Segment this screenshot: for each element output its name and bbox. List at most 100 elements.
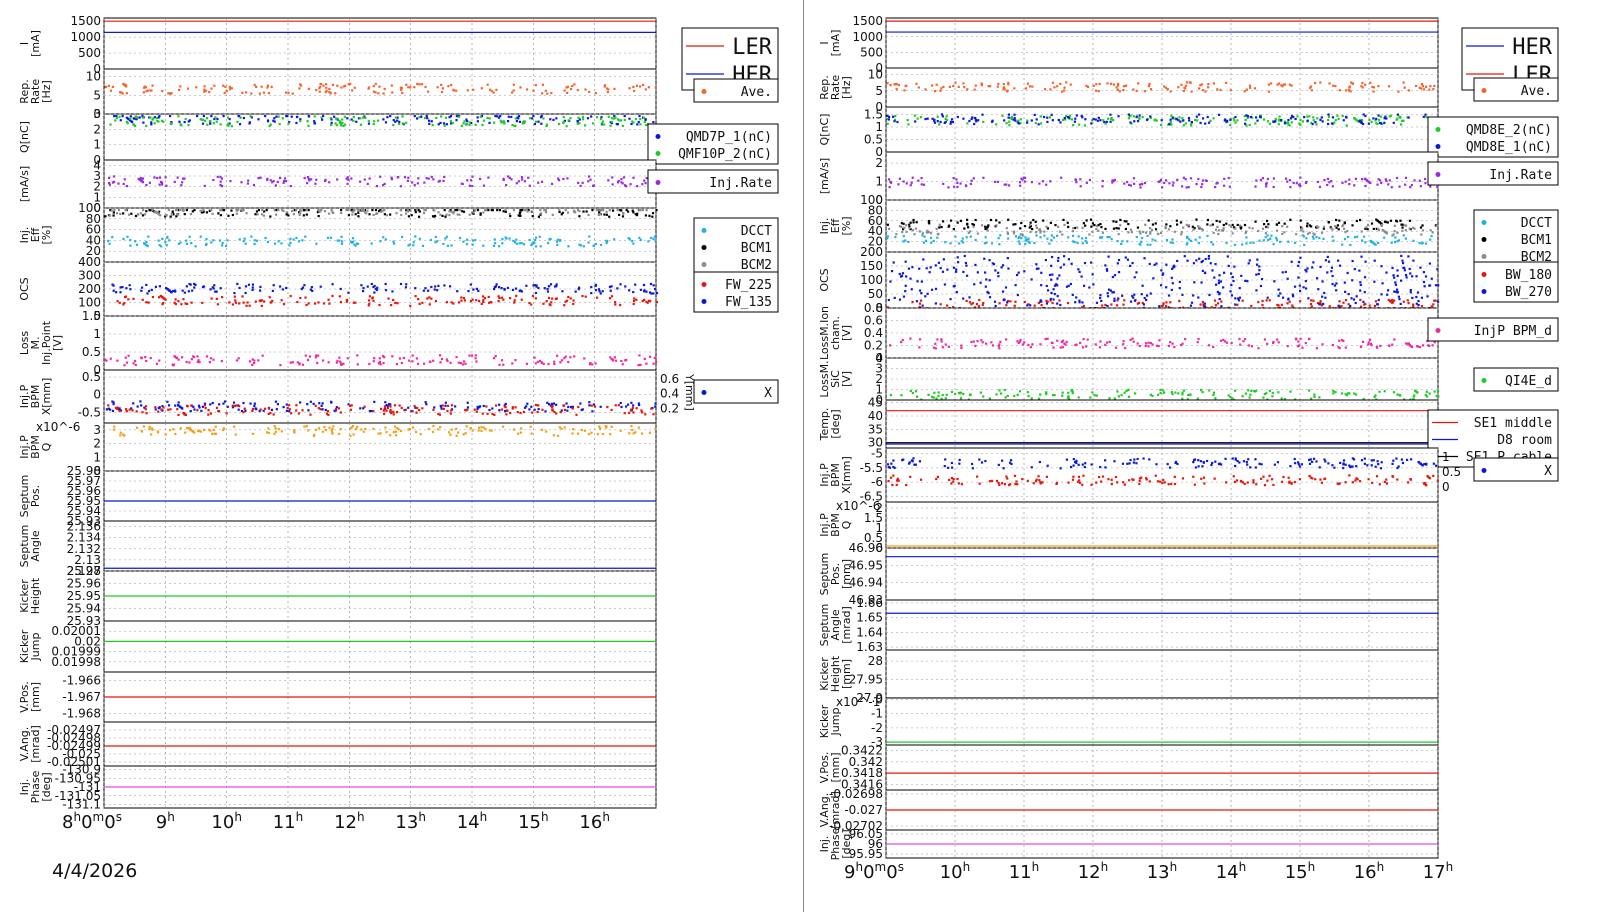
data-point: [636, 123, 639, 126]
data-point: [418, 237, 421, 240]
data-point: [579, 244, 583, 247]
data-point: [209, 403, 212, 406]
data-point: [490, 209, 493, 212]
data-point: [1337, 304, 1340, 307]
data-point: [1258, 239, 1261, 242]
data-point: [1023, 180, 1027, 183]
data-point: [163, 297, 166, 300]
data-point: [241, 295, 244, 298]
data-point: [577, 288, 580, 291]
data-point: [187, 290, 190, 293]
data-point: [259, 285, 262, 288]
data-point: [901, 272, 905, 275]
data-point: [1396, 393, 1399, 396]
data-point: [468, 354, 471, 357]
data-point: [1244, 118, 1247, 122]
data-point: [482, 300, 485, 304]
data-point: [304, 296, 307, 299]
data-point: [637, 426, 640, 429]
data-point: [125, 120, 129, 124]
data-point: [134, 240, 137, 243]
data-point: [153, 122, 156, 125]
data-point: [368, 362, 371, 366]
data-point: [383, 87, 386, 91]
data-point: [1069, 282, 1072, 286]
data-point: [123, 302, 126, 305]
data-point: [242, 240, 245, 243]
data-point: [164, 298, 167, 301]
data-point: [169, 215, 172, 218]
data-point: [1310, 121, 1313, 124]
data-point: [342, 85, 346, 88]
data-point: [1188, 238, 1191, 241]
data-point: [329, 116, 332, 120]
data-point: [1369, 342, 1373, 345]
data-point: [285, 403, 288, 406]
data-point: [505, 183, 508, 187]
data-point: [1157, 344, 1160, 348]
data-point: [321, 359, 325, 362]
data-point: [1178, 287, 1181, 290]
legend-swatch: [1481, 378, 1487, 383]
data-point: [1359, 305, 1363, 308]
data-point: [389, 408, 392, 412]
data-point: [646, 301, 649, 304]
data-point: [563, 357, 566, 360]
data-point: [540, 361, 543, 365]
data-point: [514, 406, 517, 409]
data-point: [1411, 275, 1414, 278]
data-point: [622, 176, 626, 179]
data-point: [1262, 223, 1266, 226]
data-point: [1018, 242, 1021, 245]
data-point: [363, 115, 366, 118]
data-point: [324, 179, 327, 183]
data-point: [273, 117, 276, 120]
data-point: [1187, 394, 1190, 397]
data-point: [1115, 304, 1119, 307]
data-point: [1080, 275, 1083, 278]
legend-swatch: [1435, 127, 1441, 132]
data-point: [532, 284, 535, 287]
data-point: [539, 213, 542, 216]
y-tick-label: 0: [93, 153, 101, 167]
data-point: [629, 183, 632, 186]
data-point: [253, 239, 256, 242]
data-point: [1267, 223, 1270, 226]
data-point: [130, 212, 133, 215]
data-point: [1369, 338, 1372, 342]
data-point: [122, 433, 125, 436]
data-point: [1114, 346, 1118, 349]
data-point: [474, 354, 477, 357]
data-point: [927, 221, 930, 224]
data-point: [1364, 83, 1367, 86]
data-point: [238, 238, 241, 241]
data-point: [886, 235, 889, 238]
data-point: [894, 114, 897, 118]
data-point: [520, 176, 524, 179]
data-point: [148, 209, 152, 212]
data-point: [501, 242, 504, 245]
data-point: [1020, 237, 1023, 240]
data-point: [1289, 390, 1292, 393]
data-point: [1063, 86, 1066, 89]
data-point: [1380, 265, 1383, 268]
data-point: [165, 286, 168, 290]
data-point: [1239, 224, 1242, 227]
data-point: [377, 432, 380, 435]
data-point: [547, 403, 551, 406]
data-point: [164, 240, 167, 244]
data-point: [1233, 226, 1236, 229]
data-point: [370, 409, 373, 413]
data-point: [1369, 181, 1372, 185]
data-point: [996, 85, 999, 88]
data-point: [1199, 121, 1202, 125]
data-point: [1259, 115, 1262, 118]
data-point: [1378, 390, 1381, 393]
data-point: [215, 406, 219, 409]
data-point: [307, 124, 310, 127]
data-point: [113, 209, 116, 212]
data-point: [1354, 393, 1358, 396]
data-point: [1432, 87, 1435, 91]
legend-box: [647, 169, 779, 194]
data-point: [487, 209, 490, 212]
